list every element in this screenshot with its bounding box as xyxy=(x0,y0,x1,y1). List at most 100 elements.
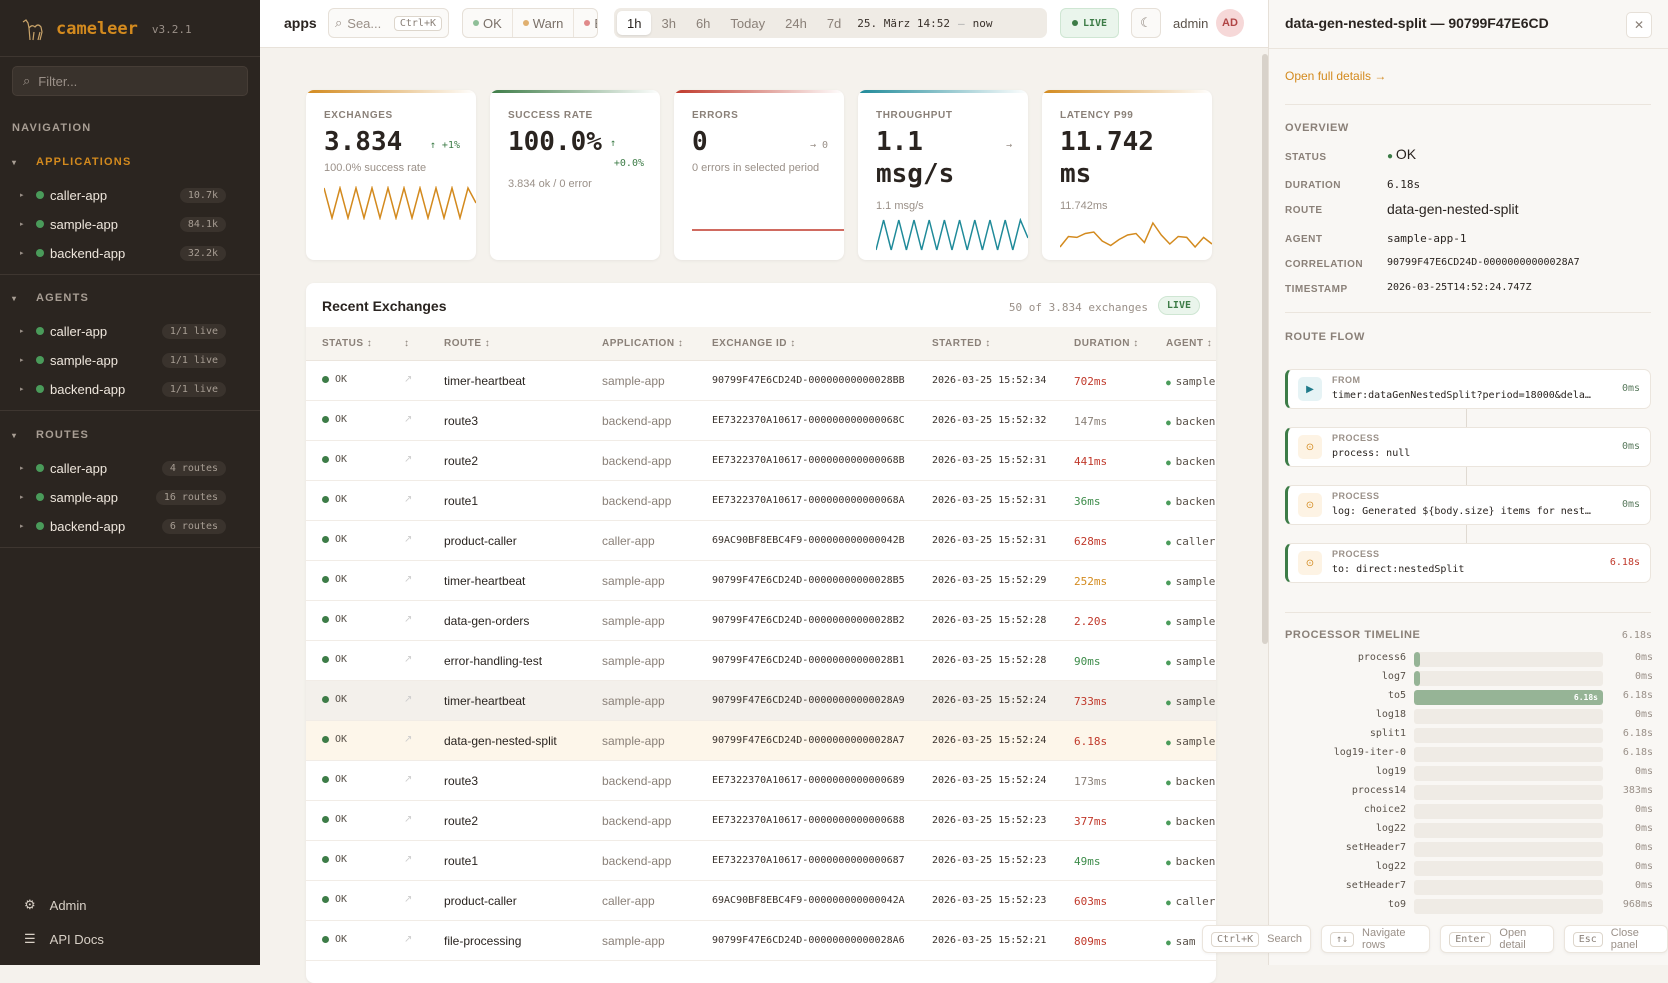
table-row[interactable]: OK ↗ route2 backend-app EE7322370A10617-0000… xyxy=(306,801,1216,841)
table-row[interactable]: OK ↗ route1 backend-app EE7322370A10617-0000… xyxy=(306,481,1216,521)
open-link-icon[interactable]: ↗ xyxy=(404,534,413,545)
exchange-id: EE7322370A10617-0000000000000687 xyxy=(712,855,905,866)
sidebar-filter-input[interactable]: ⌕ Filter... xyxy=(12,66,248,96)
table-row[interactable]: OK ↗ route2 backend-app EE7322370A10617-0000… xyxy=(306,441,1216,481)
timeline-row[interactable]: log22 0ms xyxy=(1269,821,1668,840)
sidebar-item-sample-app[interactable]: ▸ sample-app 16 routes xyxy=(20,485,226,509)
sidebar-item-sample-app[interactable]: ▸ sample-app 1/1 live xyxy=(20,348,226,372)
agent-name: ● sample xyxy=(1166,575,1215,588)
timeline-row[interactable]: log7 0ms xyxy=(1269,669,1668,688)
breadcrumb[interactable]: apps xyxy=(284,15,317,31)
timeline-row[interactable]: setHeader7 0ms xyxy=(1269,840,1668,859)
table-row[interactable]: OK ↗ route3 backend-app EE7322370A10617-0000… xyxy=(306,761,1216,801)
kpi-label: LATENCY P99 xyxy=(1060,110,1134,121)
route-flow-step[interactable]: ⊙ PROCESS log: Generated ${body.size} item… xyxy=(1285,485,1651,525)
route-flow-step[interactable]: ⊙ PROCESS process: null 0ms xyxy=(1285,427,1651,467)
search-button[interactable]: ⌕ Sea... Ctrl+K xyxy=(328,8,449,38)
open-link-icon[interactable]: ↗ xyxy=(404,814,413,825)
close-panel-button[interactable]: ✕ xyxy=(1626,12,1652,38)
open-link-icon[interactable]: ↗ xyxy=(404,734,413,745)
live-toggle[interactable]: LIVE xyxy=(1060,8,1119,38)
status-filter-warn[interactable]: Warn xyxy=(513,9,575,37)
open-link-icon[interactable]: ↗ xyxy=(404,774,413,785)
table-row[interactable]: OK ↗ data-gen-orders sample-app 90799F47E6CD… xyxy=(306,601,1216,641)
timeline-row[interactable]: log19-iter-0 6.18s xyxy=(1269,745,1668,764)
sidebar-item-backend-app[interactable]: ▸ backend-app 32.2k xyxy=(20,241,226,265)
open-link-icon[interactable]: ↗ xyxy=(404,574,413,585)
open-full-details-link[interactable]: Open full details → xyxy=(1285,69,1387,83)
route-flow-step[interactable]: ⊙ PROCESS to: direct:nestedSplit 6.18s xyxy=(1285,543,1651,583)
column-header[interactable]: APPLICATION ↕ xyxy=(602,338,684,349)
timeline-row[interactable]: split1 6.18s xyxy=(1269,726,1668,745)
timeline-row[interactable]: to9 968ms xyxy=(1269,897,1668,916)
route-flow-step[interactable]: ▶ FROM timer:dataGenNestedSplit?period=180… xyxy=(1285,369,1651,409)
open-link-icon[interactable]: ↗ xyxy=(404,414,413,425)
logo[interactable]: cameleer v3.2.1 xyxy=(20,16,192,42)
column-header[interactable]: ROUTE ↕ xyxy=(444,338,491,349)
shortcut-key: Ctrl+K xyxy=(1211,931,1260,947)
time-range-7d[interactable]: 7d xyxy=(826,15,842,31)
table-row[interactable]: OK ↗ data-gen-nested-split sample-app 90799F… xyxy=(306,721,1216,761)
time-range-today[interactable]: Today xyxy=(730,15,766,31)
scrollbar-thumb[interactable] xyxy=(1262,54,1268,644)
column-header[interactable]: DURATION ↕ xyxy=(1074,338,1139,349)
open-link-icon[interactable]: ↗ xyxy=(404,494,413,505)
open-link-icon[interactable]: ↗ xyxy=(404,854,413,865)
open-link-icon[interactable]: ↗ xyxy=(404,374,413,385)
user-name[interactable]: admin xyxy=(1173,15,1209,31)
sidebar-section-applications[interactable]: ▾ APPLICATIONS xyxy=(12,156,131,168)
status-dot-icon xyxy=(322,736,329,743)
sidebar-item-backend-app[interactable]: ▸ backend-app 1/1 live xyxy=(20,377,226,401)
sidebar-item-caller-app[interactable]: ▸ caller-app 10.7k xyxy=(20,183,226,207)
avatar[interactable]: AD xyxy=(1216,9,1244,37)
sidebar-api-docs-link[interactable]: ☰ API Docs xyxy=(24,931,104,947)
time-range-24h[interactable]: 24h xyxy=(785,15,807,31)
open-link-icon[interactable]: ↗ xyxy=(404,614,413,625)
timeline-row[interactable]: log22 0ms xyxy=(1269,859,1668,878)
item-badge: 1/1 live xyxy=(161,381,226,397)
open-link-icon[interactable]: ↗ xyxy=(404,934,413,945)
time-range-6h[interactable]: 6h xyxy=(695,15,711,31)
table-row[interactable]: OK ↗ product-caller caller-app 69AC90BF8EBC4… xyxy=(306,881,1216,921)
open-link-icon[interactable]: ↗ xyxy=(404,654,413,665)
sidebar-item-sample-app[interactable]: ▸ sample-app 84.1k xyxy=(20,212,226,236)
sidebar-item-caller-app[interactable]: ▸ caller-app 1/1 live xyxy=(20,319,226,343)
time-range-1h[interactable]: 1h xyxy=(617,11,652,35)
sidebar-item-caller-app[interactable]: ▸ caller-app 4 routes xyxy=(20,456,226,480)
sidebar-admin-link[interactable]: ⚙ Admin xyxy=(24,897,87,913)
table-row[interactable]: OK ↗ route1 backend-app EE7322370A10617-0000… xyxy=(306,841,1216,881)
time-range-custom[interactable]: 25. März 14:52 — now xyxy=(851,11,998,35)
table-row[interactable]: OK ↗ timer-heartbeat sample-app 90799F47E6CD… xyxy=(306,361,1216,401)
column-header[interactable]: STARTED ↕ xyxy=(932,338,991,349)
time-range-3h[interactable]: 3h xyxy=(661,15,676,31)
column-header[interactable]: AGENT ↕ xyxy=(1166,338,1213,349)
theme-toggle[interactable]: ☾ xyxy=(1131,8,1161,38)
sidebar-section-agents[interactable]: ▾ AGENTS xyxy=(12,292,89,304)
timeline-row[interactable]: choice2 0ms xyxy=(1269,802,1668,821)
open-link-icon[interactable]: ↗ xyxy=(404,694,413,705)
timeline-row[interactable]: log18 0ms xyxy=(1269,707,1668,726)
timeline-row[interactable]: to5 6.18s 6.18s xyxy=(1269,688,1668,707)
open-link-icon[interactable]: ↗ xyxy=(404,454,413,465)
table-row[interactable]: OK ↗ timer-heartbeat sample-app 90799F47E6CD… xyxy=(306,561,1216,601)
sidebar-section-routes[interactable]: ▾ ROUTES xyxy=(12,429,89,441)
table-row[interactable]: OK ↗ route3 backend-app EE7322370A10617-0000… xyxy=(306,401,1216,441)
sidebar-item-backend-app[interactable]: ▸ backend-app 6 routes xyxy=(20,514,226,538)
open-link-icon[interactable]: ↗ xyxy=(404,894,413,905)
status-filter-ok[interactable]: OK xyxy=(463,9,513,37)
table-row[interactable]: OK ↗ product-caller caller-app 69AC90BF8EBC4… xyxy=(306,521,1216,561)
table-row[interactable]: OK ↗ error-handling-test sample-app 90799F47… xyxy=(306,641,1216,681)
column-header[interactable]: EXCHANGE ID ↕ xyxy=(712,338,796,349)
exchange-count: 50 of 3.834 exchanges xyxy=(1008,301,1148,314)
timeline-row[interactable]: process6 0ms xyxy=(1269,650,1668,669)
table-row[interactable]: OK ↗ timer-heartbeat sample-app 90799F47E6CD… xyxy=(306,681,1216,721)
timeline-row[interactable]: setHeader7 0ms xyxy=(1269,878,1668,897)
table-row[interactable]: OK ↗ file-processing sample-app 90799F47E6CD… xyxy=(306,921,1216,961)
timeline-row[interactable]: process14 383ms xyxy=(1269,783,1668,802)
accent-bar xyxy=(858,90,1028,93)
column-header[interactable]: STATUS ↕ xyxy=(322,338,373,349)
main-scrollbar[interactable] xyxy=(1262,48,1268,965)
status-filter-e[interactable]: E xyxy=(574,9,597,37)
timeline-row[interactable]: log19 0ms xyxy=(1269,764,1668,783)
column-header[interactable]: ↕ xyxy=(404,338,410,349)
